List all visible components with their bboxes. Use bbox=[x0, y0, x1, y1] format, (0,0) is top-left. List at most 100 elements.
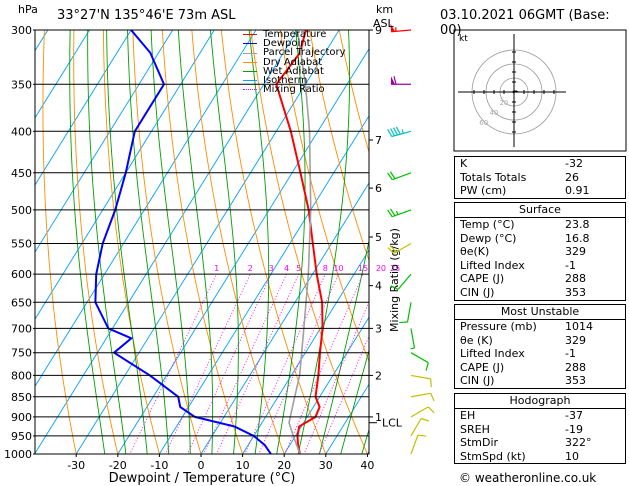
wind-barb-feather bbox=[389, 208, 396, 217]
wind-barb-staff bbox=[392, 172, 412, 181]
indices-table: K -32 Totals Totals 26 PW (cm) 0.91 bbox=[454, 156, 626, 199]
wind-barb-feather bbox=[387, 247, 395, 254]
isotherm-line bbox=[117, 47, 369, 454]
mixing-ratio-label: 25 bbox=[390, 264, 400, 273]
wind-barb-feather bbox=[430, 393, 435, 402]
wind-barb bbox=[387, 208, 412, 218]
wind-barb-half-feather bbox=[395, 210, 399, 215]
legend-label: Temperature bbox=[263, 29, 327, 40]
dry-adiabat-line bbox=[309, 30, 369, 262]
datetime-title: 03.10.2021 06GMT (Base: 00) bbox=[440, 8, 610, 38]
legend-swatch bbox=[243, 70, 257, 72]
x-tick-label: 10 bbox=[236, 459, 250, 472]
pressure-tick-label: 900 bbox=[11, 411, 32, 424]
isotherm-line bbox=[35, 30, 215, 321]
table-title: Most Unstable bbox=[455, 305, 625, 320]
row-value: -37 bbox=[565, 409, 583, 422]
x-axis-label: Dewpoint / Temperature (°C) bbox=[109, 471, 296, 486]
wind-barb-feather bbox=[417, 434, 427, 437]
mixing-ratio-label: 8 bbox=[323, 264, 328, 273]
row-label: θe(K) bbox=[460, 245, 490, 259]
row-label: SREH bbox=[460, 422, 490, 436]
km-label: km bbox=[376, 3, 394, 16]
wind-barb bbox=[410, 352, 429, 371]
wind-barb bbox=[387, 242, 412, 254]
hodograph-table: Hodograph EH -37 SREH -19 StmDir 322° StmSpd (k… bbox=[454, 393, 626, 465]
wind-barb bbox=[410, 418, 430, 437]
row-label: Lifted Index bbox=[460, 258, 525, 272]
isotherm-line bbox=[200, 182, 369, 454]
isotherm-line bbox=[35, 30, 132, 186]
wind-barb-staff bbox=[393, 242, 412, 254]
copyright-footer: © weatheronline.co.uk bbox=[459, 471, 597, 485]
row-value: 23.8 bbox=[565, 218, 590, 231]
wind-barb-staff bbox=[391, 29, 412, 33]
row-value: -1 bbox=[565, 347, 576, 361]
isotherm-line bbox=[325, 383, 369, 454]
km-tick-label: 6 bbox=[375, 182, 382, 195]
pressure-tick-label: 450 bbox=[11, 167, 32, 180]
mixing-ratio-line bbox=[129, 273, 218, 454]
x-tick-label: -10 bbox=[150, 459, 168, 472]
legend-swatch bbox=[243, 43, 257, 45]
wet-adiabat-line bbox=[210, 30, 239, 454]
row-label: K bbox=[460, 157, 468, 170]
wind-barb-flag bbox=[390, 23, 396, 32]
legend: Temperature Dewpoint Parcel Trajectory Dry … bbox=[243, 29, 346, 95]
mixing-ratio-label: 2 bbox=[248, 264, 253, 273]
mixing-ratio-label: 20 bbox=[376, 264, 386, 273]
isotherm-line bbox=[242, 249, 369, 454]
table-title: Hodograph bbox=[455, 394, 625, 409]
wind-barb-staff bbox=[410, 406, 429, 418]
row-label: Dewp (°C) bbox=[460, 231, 517, 245]
isotherm-line bbox=[0, 0, 4, 471]
wind-barb bbox=[390, 273, 412, 290]
dry-adiabat-line bbox=[42, 30, 77, 454]
pressure-tick-label: 950 bbox=[11, 430, 32, 443]
isotherm-line bbox=[35, 30, 257, 388]
mixing-ratio-line bbox=[186, 273, 272, 454]
wind-barb bbox=[391, 76, 411, 85]
wet-adiabat-line bbox=[127, 30, 170, 454]
wind-barb bbox=[387, 126, 412, 138]
row-label: StmDir bbox=[460, 436, 499, 450]
wind-barb-feather bbox=[390, 285, 399, 290]
wind-barb bbox=[410, 328, 416, 350]
table-row: EH -37 bbox=[455, 409, 625, 423]
hodograph-trace bbox=[512, 90, 519, 94]
mixing-ratio-label: 1 bbox=[214, 264, 219, 273]
mixing-ratio-axis-label: Mixing Ratio (g/kg) bbox=[388, 228, 401, 332]
row-label: CAPE (J) bbox=[460, 272, 505, 286]
pressure-tick-label: 850 bbox=[11, 391, 32, 404]
pressure-tick-label: 350 bbox=[11, 78, 32, 91]
table-row: θe(K) 329 bbox=[455, 245, 625, 259]
row-value: -1 bbox=[565, 258, 576, 272]
wind-barb-feather bbox=[390, 128, 396, 137]
legend-label: Wet Adiabat bbox=[263, 65, 324, 77]
pressure-tick-label: 650 bbox=[11, 296, 32, 309]
row-label: Totals Totals bbox=[460, 170, 527, 184]
row-value: 1014 bbox=[565, 320, 593, 333]
wind-barb-feather bbox=[392, 127, 399, 136]
wind-barb-staff bbox=[410, 418, 422, 437]
legend-label: Isotherm bbox=[263, 75, 308, 87]
row-value: 353 bbox=[565, 285, 586, 299]
wet-adiabat-line bbox=[177, 30, 214, 454]
mixing-ratio-label: 5 bbox=[296, 264, 301, 273]
wet-adiabat-line bbox=[106, 30, 148, 454]
wind-barb-feather bbox=[395, 126, 401, 135]
row-label: θe (K) bbox=[460, 333, 493, 347]
km-tick-label: 9 bbox=[375, 24, 382, 37]
wind-barb-staff bbox=[410, 374, 431, 380]
table-row: CIN (J) 353 bbox=[455, 374, 625, 388]
legend-entry: Temperature bbox=[243, 29, 346, 40]
isotherm-line bbox=[35, 30, 91, 119]
table-row: Lifted Index -1 bbox=[455, 347, 625, 361]
pressure-tick-label: 1000 bbox=[4, 448, 32, 461]
row-value: 288 bbox=[565, 272, 586, 286]
table-row: Temp (°C) 23.8 bbox=[455, 218, 625, 232]
row-label: PW (cm) bbox=[460, 184, 507, 198]
legend-swatch bbox=[243, 89, 257, 91]
isotherm-line bbox=[283, 316, 369, 454]
